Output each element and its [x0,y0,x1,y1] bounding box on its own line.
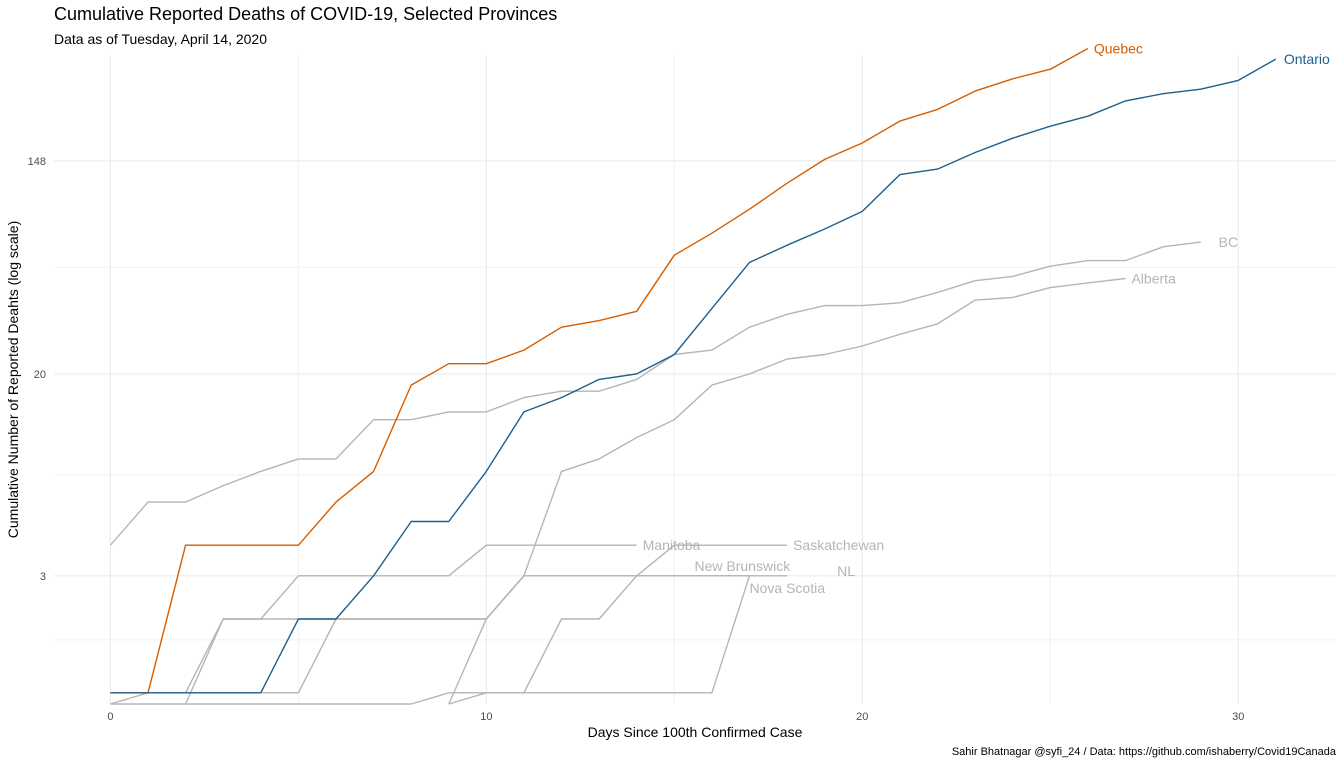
series-line-bc [109,241,1201,546]
series-line-manitoba [184,544,637,705]
series-label-saskatchewan: Saskatchewan [793,537,884,553]
x-tick-label: 30 [1232,711,1244,723]
x-tick-label: 20 [856,711,868,723]
y-axis-title: Cumulative Number of Reported Deahts (lo… [5,221,21,538]
series-label-quebec: Quebec [1094,41,1143,57]
series-line-alberta [110,277,1126,705]
chart-subtitle: Data as of Tuesday, April 14, 2020 [54,31,267,47]
series-label-bc: BC [1219,234,1238,250]
series-label-nova-scotia: Nova Scotia [750,580,826,596]
x-axis-title: Days Since 100th Confirmed Case [588,724,803,740]
series-line-nl [110,575,788,705]
y-tick-label: 3 [40,571,46,583]
chart-title: Cumulative Reported Deaths of COVID-19, … [54,4,558,24]
x-tick-label: 10 [480,711,492,723]
series-label-nl: NL [837,563,855,579]
chart-caption: Sahir Bhatnagar @syfi_24 / Data: https:/… [951,746,1336,758]
x-tick-label: 0 [107,711,113,723]
series-label-ontario: Ontario [1284,51,1330,67]
series-label-manitoba: Manitoba [643,537,701,553]
series-label-new-brunswick: New Brunswick [695,558,792,574]
series-label-alberta: Alberta [1131,271,1176,287]
series-line-ontario [110,58,1277,694]
series-line-quebec [110,47,1089,694]
y-tick-label: 20 [34,369,46,381]
y-tick-label: 148 [28,156,46,168]
series-line-new-brunswick [448,575,750,705]
